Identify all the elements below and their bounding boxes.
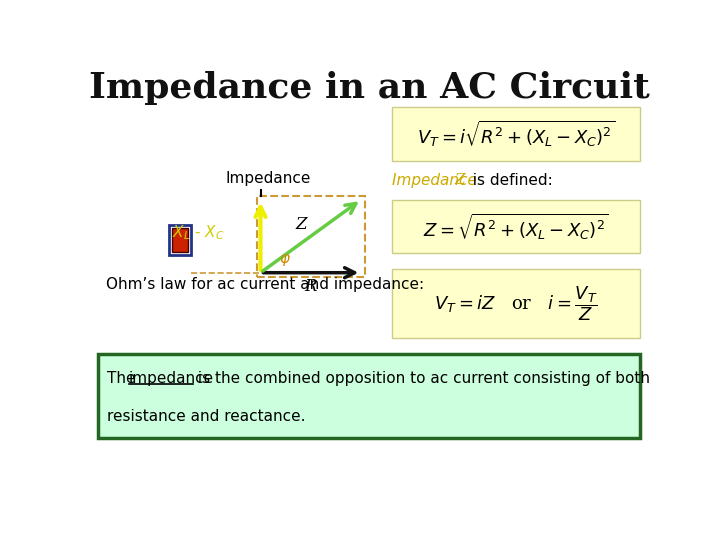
Text: Impedance: Impedance <box>392 173 482 188</box>
Bar <box>172 228 188 252</box>
Text: $\varphi$: $\varphi$ <box>279 252 291 268</box>
Text: impedance: impedance <box>129 370 214 386</box>
Bar <box>392 200 640 253</box>
Text: Z: Z <box>295 215 307 233</box>
Text: Impedance in an AC Circuit: Impedance in an AC Circuit <box>89 71 649 105</box>
Text: Impedance: Impedance <box>225 171 311 186</box>
Bar <box>256 195 365 276</box>
Text: is the combined opposition to ac current consisting of both: is the combined opposition to ac current… <box>193 370 650 386</box>
Text: $V_T = i\sqrt{R^2 + (X_L - X_C)^2}$: $V_T = i\sqrt{R^2 + (X_L - X_C)^2}$ <box>417 119 616 149</box>
Text: The: The <box>107 370 140 386</box>
Text: is defined:: is defined: <box>463 173 552 188</box>
Bar <box>169 225 191 255</box>
Text: R: R <box>305 278 317 295</box>
Bar <box>392 269 640 338</box>
Text: $\mathit{X_L}$ - $\mathit{X_C}$: $\mathit{X_L}$ - $\mathit{X_C}$ <box>172 223 225 241</box>
Text: Z: Z <box>454 173 465 187</box>
Bar <box>98 354 640 438</box>
Text: $Z = \sqrt{R^2 + (X_L - X_C)^2}$: $Z = \sqrt{R^2 + (X_L - X_C)^2}$ <box>423 211 609 242</box>
Text: $V_T = iZ$   or   $i = \dfrac{V_T}{Z}$: $V_T = iZ$ or $i = \dfrac{V_T}{Z}$ <box>434 284 598 323</box>
Text: Ohm’s law for ac current and impedance:: Ohm’s law for ac current and impedance: <box>106 276 423 292</box>
Bar <box>392 107 640 161</box>
Text: resistance and reactance.: resistance and reactance. <box>107 409 305 424</box>
